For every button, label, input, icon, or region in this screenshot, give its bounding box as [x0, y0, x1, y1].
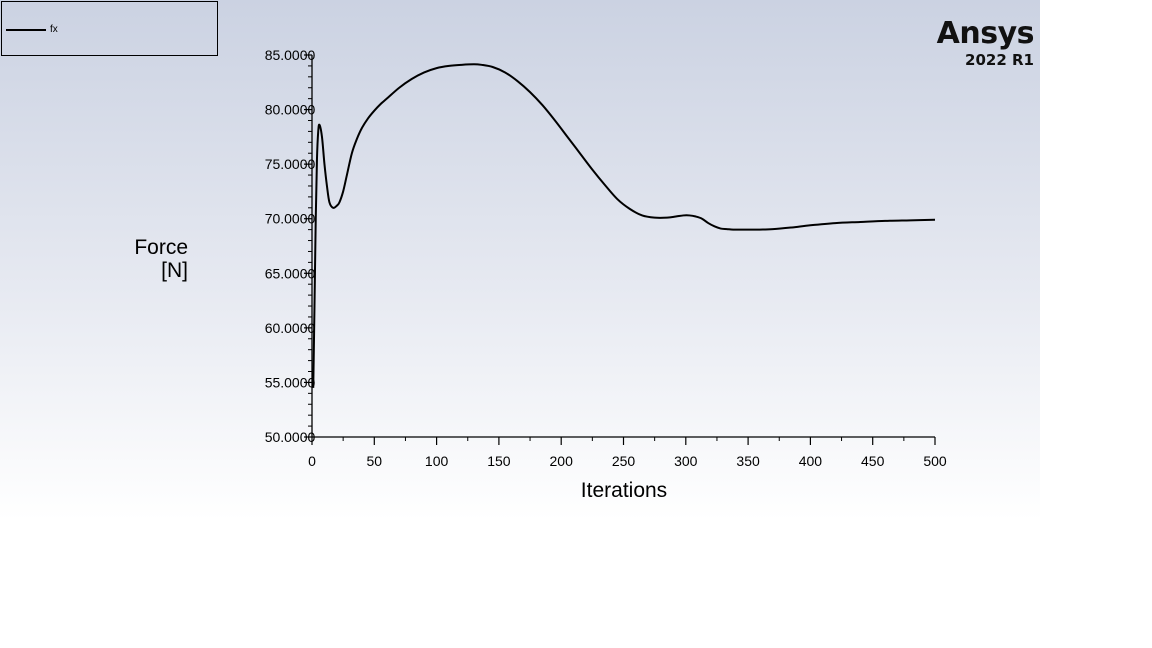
brand-version: 2022 R1 [965, 51, 1034, 69]
x-tick-label: 250 [612, 453, 636, 469]
y-tick-label: 55.0000 [265, 374, 316, 390]
y-tick-label: 50.0000 [265, 429, 316, 445]
x-tick-label: 350 [736, 453, 760, 469]
x-tick-label: 0 [308, 453, 316, 469]
series-group [312, 63, 936, 388]
legend-label-fx: fx [50, 24, 58, 35]
y-tick-label: 75.0000 [265, 156, 316, 172]
chart-plot: 50.0000 55.0000 60.0000 65.0000 70.0000 75.00… [265, 47, 947, 469]
x-tick-label: 300 [674, 453, 698, 469]
x-tick-label: 50 [367, 453, 383, 469]
y-axis-label-line-2: [N] [161, 259, 188, 282]
x-tick-label: 100 [425, 453, 449, 469]
y-tick-label: 65.0000 [265, 265, 316, 281]
graphics-viewport[interactable]: fx Ansys 2022 R1 Force [N] Iterations 50… [0, 0, 1040, 520]
legend-swatch-fx [6, 29, 46, 31]
y-tick-label: 85.0000 [265, 47, 316, 63]
brand-name: Ansys [936, 16, 1035, 51]
y-axis-label-line-1: Force [134, 236, 188, 259]
y-axis-label: Force [N] [100, 236, 188, 282]
x-tick-label: 450 [861, 453, 885, 469]
x-axis-label: Iterations [580, 479, 668, 502]
x-ticks: 0 50 100 150 200 250 300 350 400 450 500 [308, 437, 947, 469]
y-ticks: 50.0000 55.0000 60.0000 65.0000 70.0000 75.00… [265, 47, 316, 445]
legend[interactable]: fx [1, 1, 218, 56]
axes [311, 55, 935, 438]
y-tick-label: 60.0000 [265, 320, 316, 336]
x-tick-label: 200 [550, 453, 574, 469]
x-tick-label: 400 [799, 453, 823, 469]
x-tick-label: 150 [487, 453, 511, 469]
ansys-logo: Ansys 2022 R1 [936, 16, 1035, 70]
y-tick-label: 80.0000 [265, 102, 316, 118]
x-tick-label: 500 [923, 453, 947, 469]
y-tick-label: 70.0000 [265, 211, 316, 227]
series-line-fx [312, 63, 936, 388]
